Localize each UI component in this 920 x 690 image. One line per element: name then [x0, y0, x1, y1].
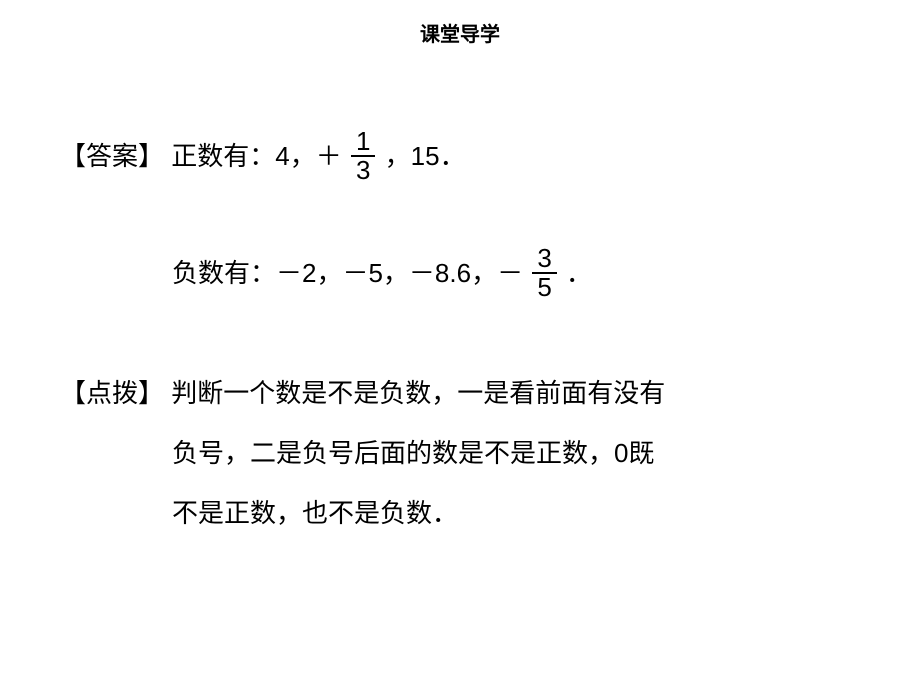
fraction-three-fifths: 3 5	[530, 245, 558, 302]
page-title: 课堂导学	[0, 18, 920, 47]
tip-line-2: 负号，二是负号后面的数是不是正数，0既	[172, 432, 654, 473]
fraction-numerator: 1	[351, 128, 375, 157]
answer-text-1b: ，15．	[385, 137, 466, 176]
answer-text-2a: 负数有：－2，－5，－8.6，－	[172, 254, 523, 293]
tip-line-3: 不是正数，也不是负数．	[172, 492, 458, 533]
answer-label: 【答案】	[60, 137, 164, 176]
tip-line-1: 【点拨】 判断一个数是不是负数，一是看前面有没有	[60, 372, 665, 413]
fraction-denominator: 5	[532, 274, 556, 301]
answer-line-1: 【答案】 正数有：4，＋ 1 3 ，15．	[60, 128, 466, 185]
answer-text-1a: 正数有：4，＋	[171, 137, 341, 176]
tip-text-1: 判断一个数是不是负数，一是看前面有没有	[171, 374, 665, 413]
fraction-one-third: 1 3	[349, 128, 377, 185]
fraction-numerator: 3	[532, 245, 556, 274]
tip-text-2: 负号，二是负号后面的数是不是正数，0既	[172, 434, 654, 473]
tip-label: 【点拨】	[60, 374, 164, 413]
tip-text-3: 不是正数，也不是负数．	[172, 494, 458, 533]
answer-line-2: 负数有：－2，－5，－8.6，－ 3 5 ．	[172, 245, 592, 302]
answer-text-2b: ．	[566, 254, 592, 293]
fraction-denominator: 3	[351, 157, 375, 184]
